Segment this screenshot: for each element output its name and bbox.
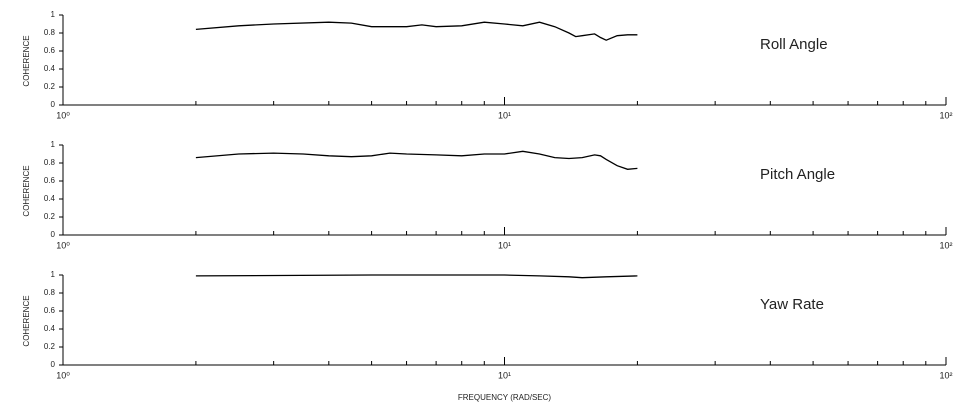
panel-label: Yaw Rate xyxy=(760,296,824,313)
y-tick-label: 0.2 xyxy=(44,82,56,91)
y-tick-label: 0 xyxy=(51,100,56,109)
y-tick-label: 1 xyxy=(51,10,56,19)
y-tick-label: 1 xyxy=(51,270,56,279)
x-tick-label: 10¹ xyxy=(498,240,511,250)
panel-label: Pitch Angle xyxy=(760,166,835,183)
x-tick-label: 10² xyxy=(939,240,952,250)
y-tick-label: 0.6 xyxy=(44,176,56,185)
y-tick-label: 0.6 xyxy=(44,306,56,315)
x-tick-label: 10² xyxy=(939,110,952,120)
y-axis-label: COHERENCE xyxy=(22,35,31,86)
y-tick-label: 0.6 xyxy=(44,46,56,55)
x-axis-label: FREQUENCY (RAD/SEC) xyxy=(458,393,552,402)
x-tick-label: 10² xyxy=(939,370,952,380)
y-tick-label: 0.4 xyxy=(44,194,56,203)
x-tick-label: 10⁰ xyxy=(56,110,70,120)
y-tick-label: 0.4 xyxy=(44,324,56,333)
y-tick-label: 0.4 xyxy=(44,64,56,73)
y-tick-label: 0 xyxy=(51,360,56,369)
panel-label: Roll Angle xyxy=(760,36,828,53)
y-tick-label: 0.8 xyxy=(44,158,56,167)
x-tick-label: 10⁰ xyxy=(56,240,70,250)
line xyxy=(195,150,638,170)
y-tick-label: 0.8 xyxy=(44,28,56,37)
x-tick-label: 10⁰ xyxy=(56,370,70,380)
y-tick-label: 0.8 xyxy=(44,288,56,297)
y-axis-label: COHERENCE xyxy=(22,165,31,216)
y-tick-label: 0.2 xyxy=(44,212,56,221)
x-tick-label: 10¹ xyxy=(498,110,511,120)
x-tick-label: 10¹ xyxy=(498,370,511,380)
y-tick-label: 1 xyxy=(51,140,56,149)
line xyxy=(195,21,638,41)
y-tick-label: 0.2 xyxy=(44,342,56,351)
y-axis-label: COHERENCE xyxy=(22,295,31,346)
line xyxy=(195,274,638,279)
y-tick-label: 0 xyxy=(51,230,56,239)
